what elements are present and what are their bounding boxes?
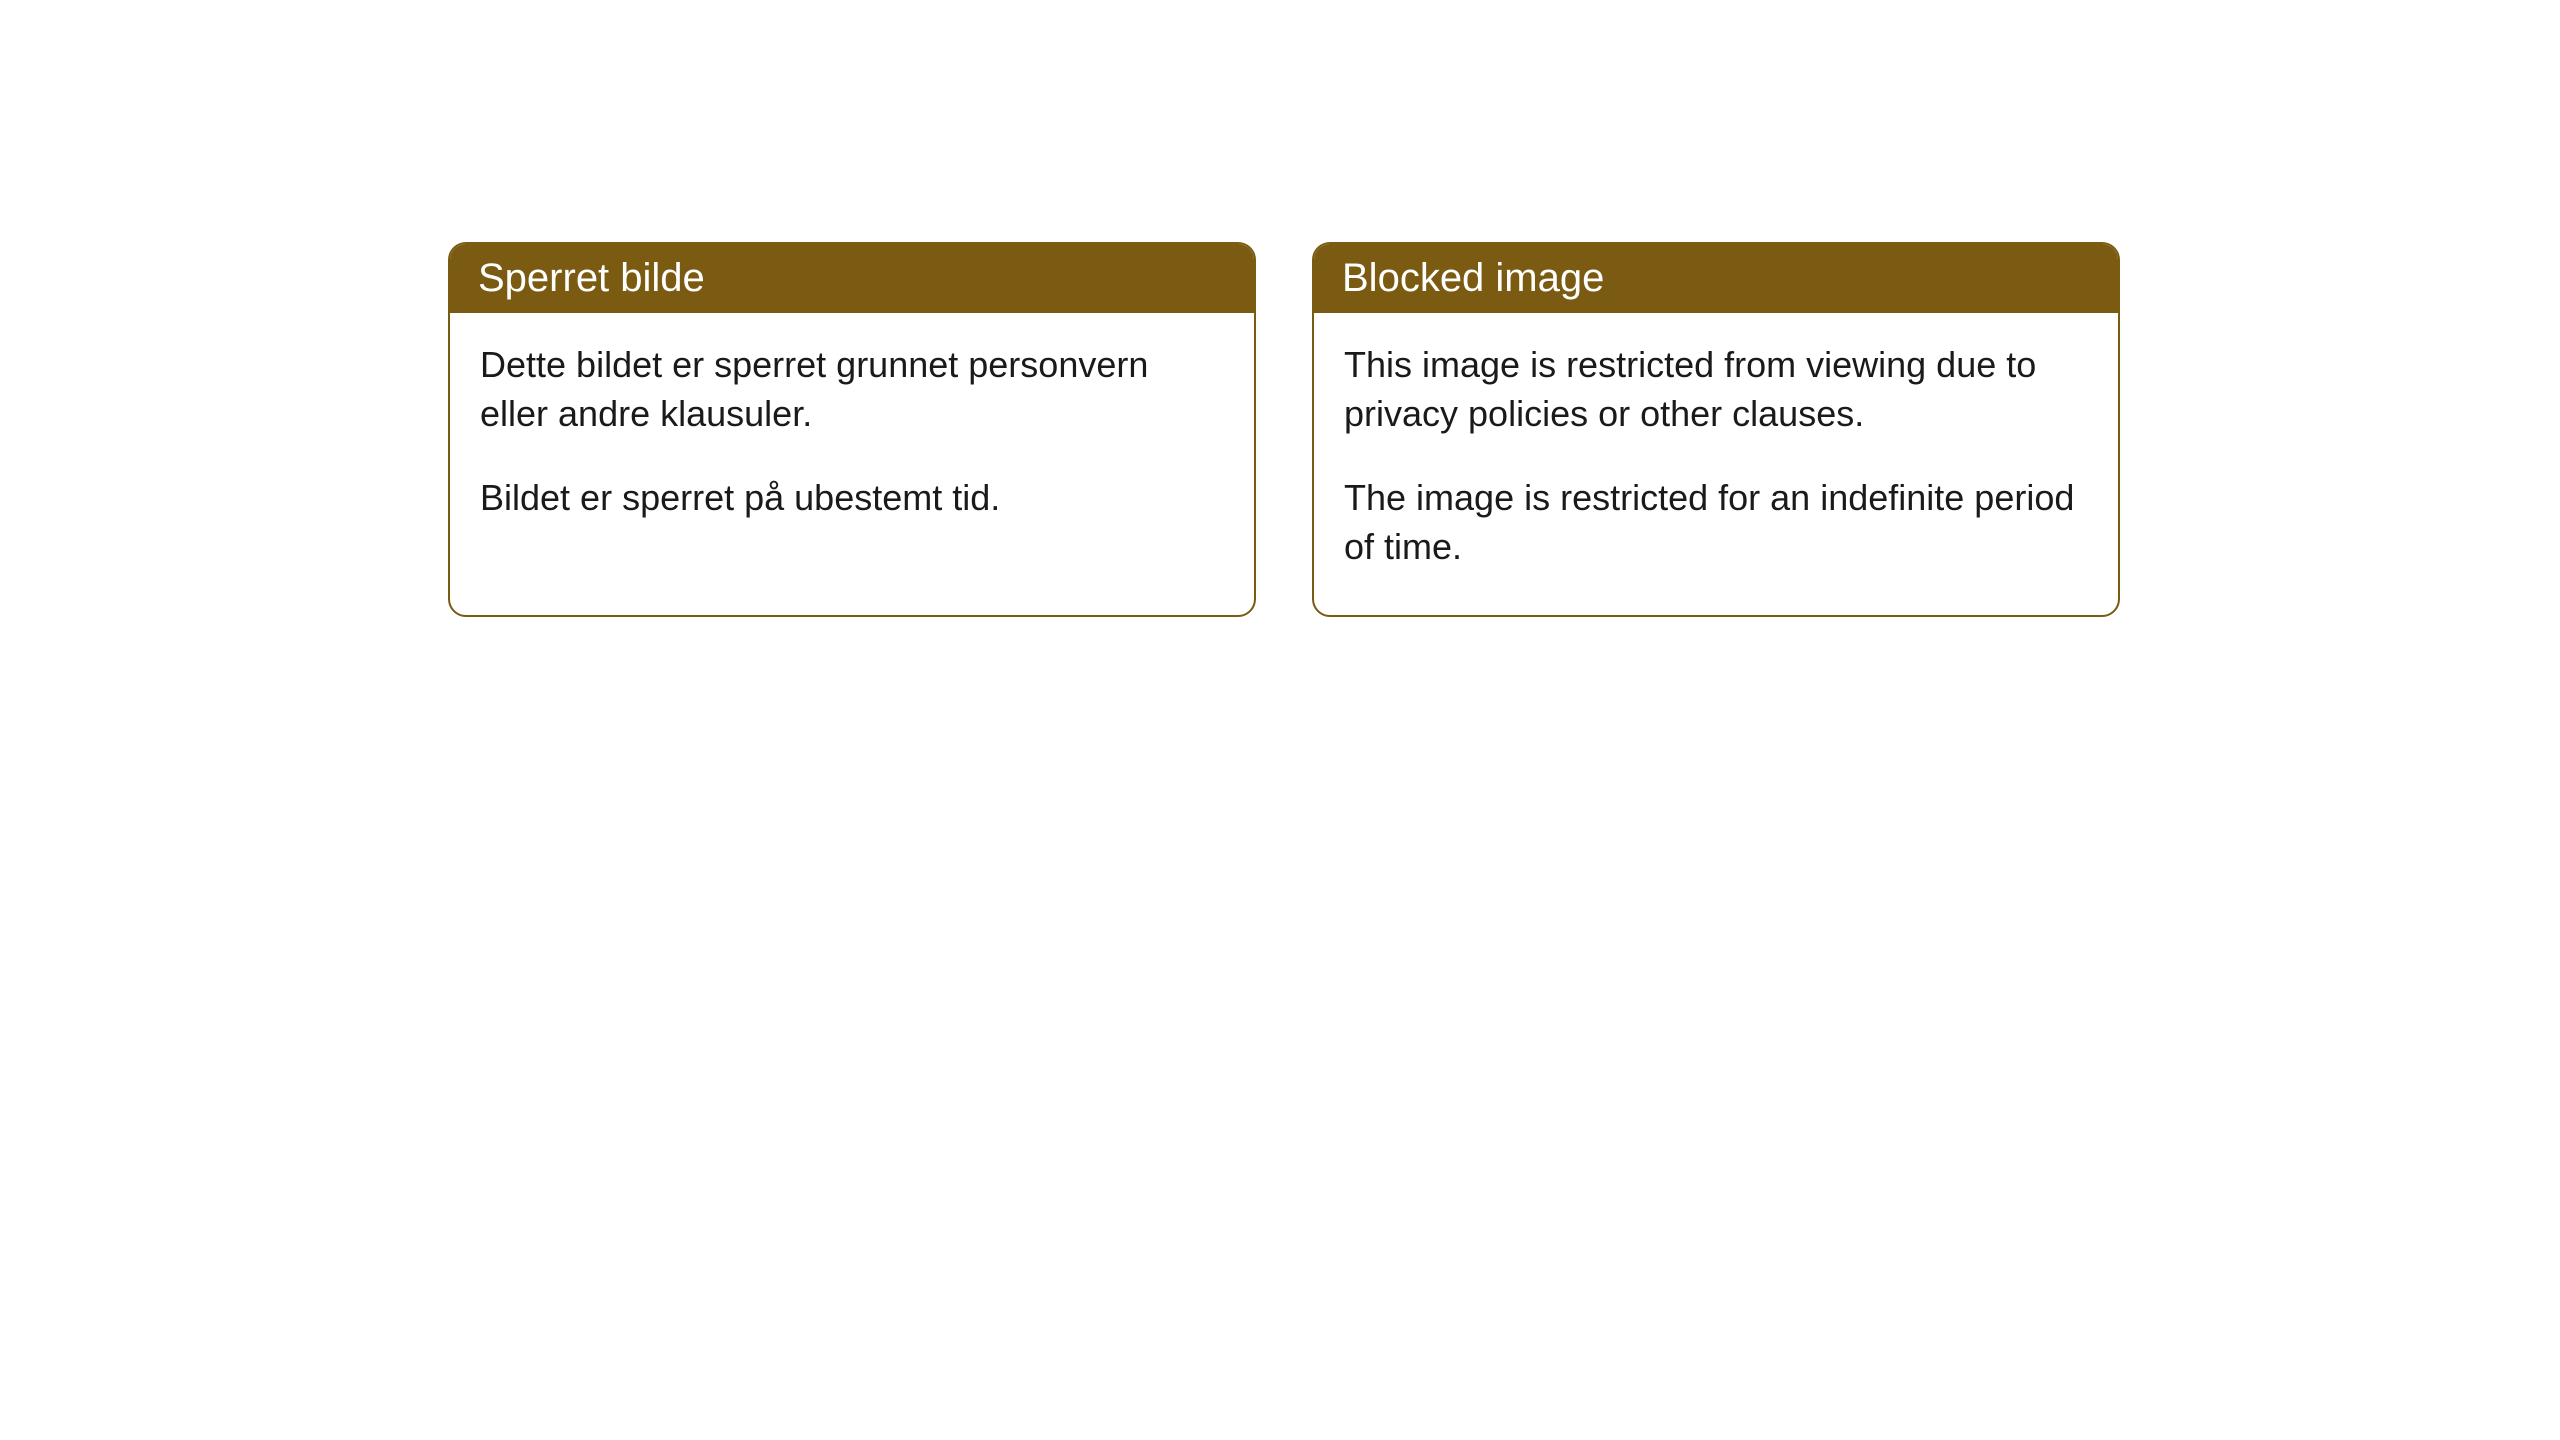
card-body: Dette bildet er sperret grunnet personve… — [450, 313, 1254, 567]
card-title: Sperret bilde — [478, 256, 705, 300]
card-paragraph-2: The image is restricted for an indefinit… — [1344, 474, 2088, 571]
notice-cards-container: Sperret bilde Dette bildet er sperret gr… — [448, 242, 2120, 617]
card-title: Blocked image — [1342, 256, 1604, 300]
card-body: This image is restricted from viewing du… — [1314, 313, 2118, 615]
card-header: Sperret bilde — [450, 244, 1254, 313]
card-header: Blocked image — [1314, 244, 2118, 313]
blocked-image-card-english: Blocked image This image is restricted f… — [1312, 242, 2120, 617]
card-paragraph-1: Dette bildet er sperret grunnet personve… — [480, 341, 1224, 438]
blocked-image-card-norwegian: Sperret bilde Dette bildet er sperret gr… — [448, 242, 1256, 617]
card-paragraph-2: Bildet er sperret på ubestemt tid. — [480, 474, 1224, 523]
card-paragraph-1: This image is restricted from viewing du… — [1344, 341, 2088, 438]
